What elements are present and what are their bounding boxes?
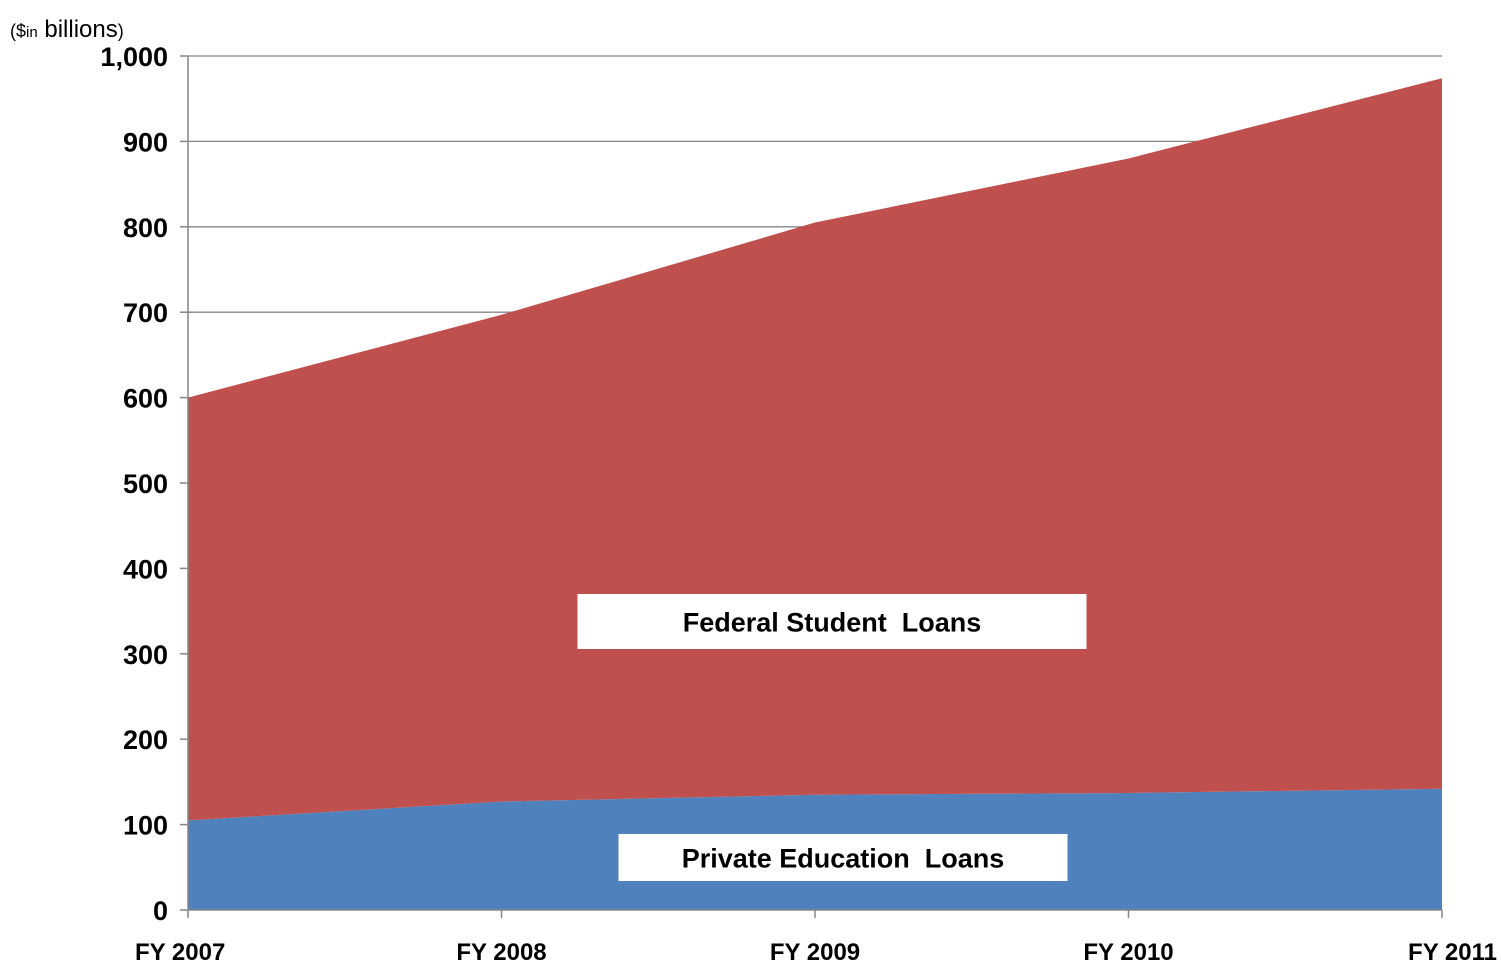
unit-main: billions	[38, 16, 118, 43]
x-tick-labels: FY 2007 FY 2008 FY 2009 FY 2010 FY 2011	[135, 939, 1497, 966]
unit-suffix: )	[118, 21, 124, 41]
axes	[180, 55, 1443, 918]
y-tick-label-8: 800	[123, 213, 168, 243]
series-label-0: Private Education Loans	[682, 844, 1005, 874]
y-tick-label-9: 900	[123, 127, 168, 157]
x-tick-label-1: FY 2008	[456, 939, 546, 966]
series-label-box-1	[577, 594, 1087, 649]
y-tick-label-4: 400	[123, 554, 168, 584]
y-tick-label-6: 600	[123, 384, 168, 414]
x-tick-label-4: FY 2011	[1408, 939, 1497, 966]
unit-prefix: ($	[10, 21, 26, 41]
x-tick-label-2: FY 2009	[770, 939, 860, 966]
series-label-box-0	[618, 834, 1068, 881]
y-tick-label-0: 0	[153, 896, 168, 926]
y-tick-label-3: 300	[123, 640, 168, 670]
y-tick-label-5: 500	[123, 469, 168, 499]
series-labels: Private Education Loans Federal Student L…	[577, 594, 1087, 881]
series-areas	[188, 78, 1442, 910]
y-tick-label-1: 100	[123, 811, 168, 841]
y-unit-label: ($in billions)	[10, 16, 124, 43]
y-tick-label-7: 700	[123, 298, 168, 328]
y-tick-labels: 0 100 200 300 400 500 600 700 800 900 1,000	[100, 42, 168, 926]
y-tick-label-2: 200	[123, 725, 168, 755]
area-series-1	[188, 78, 1442, 821]
x-tick-label-3: FY 2010	[1083, 939, 1173, 966]
unit-small: in	[26, 24, 38, 41]
x-tick-label-0: FY 2007	[135, 939, 225, 966]
series-label-1: Federal Student Loans	[683, 608, 982, 638]
y-tick-label-10: 1,000	[100, 42, 168, 72]
